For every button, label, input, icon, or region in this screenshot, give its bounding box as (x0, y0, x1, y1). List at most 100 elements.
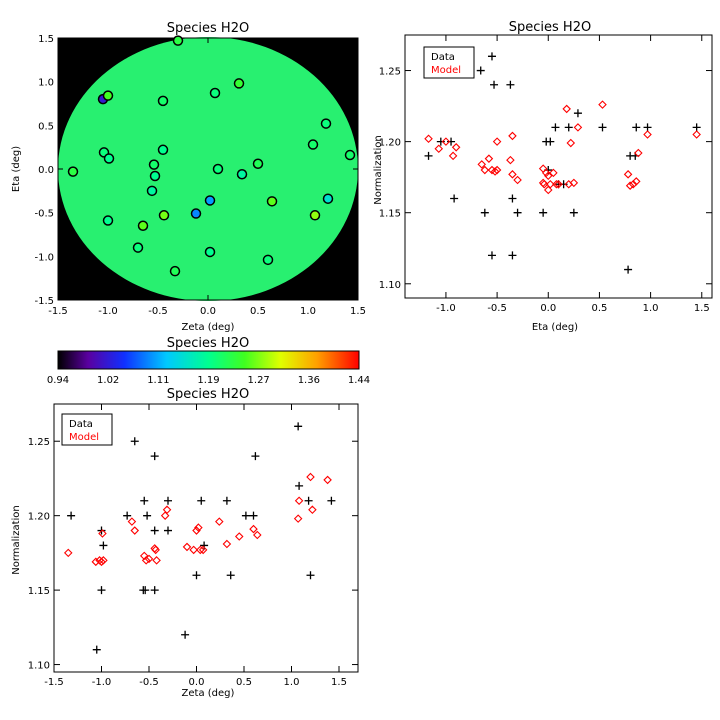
eta-scatter-data-point (569, 208, 578, 217)
eta-scatter-x-tick-label: -1.0 (436, 303, 456, 314)
eta-scatter-x-tick-label: 1.0 (643, 303, 659, 314)
map-point (204, 195, 216, 206)
legend-model-label: Model (69, 432, 99, 443)
zeta-scatter-model-point (141, 556, 151, 565)
zeta-scatter-data-point (92, 645, 101, 654)
map-y-tick-labels: -1.5 -1.0 -0.5 0.0 0.5 1.0 1.5 (34, 34, 54, 307)
zeta-scatter-model-point (99, 556, 108, 565)
zeta-scatter-x-tick-label: -1.5 (44, 677, 64, 688)
eta-scatter-model-point (643, 130, 652, 139)
map-y-tick-label: -1.0 (34, 252, 54, 263)
map-y-tick-label: 0.5 (38, 121, 54, 132)
colorbar-tick-label: 1.02 (97, 375, 119, 386)
eta-scatter-model-point (492, 137, 502, 146)
colorbar-title: Species H2O (167, 336, 249, 351)
zeta-scatter-data-point (164, 526, 172, 535)
eta-scatter-x-axis-label: Eta (deg) (532, 322, 578, 333)
zeta-scatter-data-point (327, 496, 336, 505)
colorbar-gradient (57, 350, 360, 370)
map-point (307, 139, 319, 150)
eta-scatter-model-point (566, 138, 576, 148)
zeta-scatter-x-tick-label: 1.5 (331, 677, 347, 688)
map-point (344, 149, 356, 161)
eta-scatter-model-point (506, 155, 515, 165)
map-point (148, 159, 160, 170)
zeta-scatter-data-point (306, 571, 315, 580)
map-point (157, 144, 169, 156)
eta-scatter-model-point (628, 179, 638, 189)
zeta-scatter-frame (53, 403, 359, 673)
eta-scatter-legend: Data Model (423, 46, 475, 79)
eta-scatter-data-point (508, 251, 517, 260)
map-point (137, 220, 149, 232)
zeta-scatter-panel: Species H2O -1.5 -1.0 -0.5 0.0 0.5 1.0 1.5 1.10… (11, 387, 359, 699)
zeta-scatter-y-tick-label: 1.15 (28, 586, 50, 597)
zeta-scatter-data-point (97, 586, 106, 595)
zeta-scatter-y-tick-label: 1.25 (28, 437, 50, 448)
eta-scatter-data-point (539, 208, 548, 217)
map-point (146, 185, 158, 197)
map-x-tick-labels: -1.5 -1.0 -0.5 0.0 0.5 1.0 1.5 (48, 306, 366, 317)
zeta-scatter-model-point (215, 517, 224, 526)
zeta-scatter-data-point (241, 511, 250, 520)
eta-scatter-data-point (598, 123, 607, 132)
zeta-scatter-model-point (294, 496, 304, 506)
eta-scatter-model-point (562, 104, 571, 114)
eta-scatter-model-point (692, 130, 701, 139)
eta-scatter-model-point (424, 134, 433, 144)
zeta-scatter-x-tick-label: 1.0 (284, 677, 300, 688)
map-x-tick-label: -0.5 (148, 306, 168, 317)
eta-scatter-data-point (551, 123, 560, 132)
zeta-scatter-data-point (123, 511, 132, 520)
zeta-scatter-model-point (196, 545, 205, 555)
eta-scatter-x-tick-label: 0.5 (591, 303, 607, 314)
eta-scatter-model-point (549, 168, 558, 178)
map-point (320, 118, 332, 129)
eta-scatter-x-tick-label: 1.5 (694, 303, 710, 314)
eta-scatter-model-point (552, 179, 561, 189)
zeta-scatter-model-point (253, 530, 262, 540)
zeta-scatter-model-point (162, 505, 172, 514)
zeta-scatter-data-point (226, 571, 235, 580)
map-point (309, 210, 321, 221)
zeta-scatter-x-tick-label: 0.0 (189, 677, 205, 688)
eta-scatter-model-point (598, 100, 607, 109)
eta-scatter-y-tick-label: 1.10 (379, 280, 401, 291)
zeta-scatter-data-point (130, 437, 139, 446)
eta-scatter-y-tick-label: 1.25 (379, 67, 401, 78)
eta-scatter-data-point (573, 109, 582, 118)
zeta-scatter-data-point (304, 496, 313, 505)
map-x-tick-label: 1.0 (300, 306, 316, 317)
eta-scatter-data-point (564, 123, 573, 132)
zeta-scatter-model-point (160, 511, 170, 520)
eta-scatter-data-point (513, 208, 522, 217)
zeta-scatter-model-point (222, 539, 232, 549)
map-point (204, 246, 216, 258)
zeta-scatter-data-point (197, 496, 206, 505)
zeta-scatter-model-point (308, 505, 317, 514)
map-y-tick-label: 0.0 (38, 165, 54, 176)
zeta-scatter-title: Species H2O (167, 387, 249, 402)
zeta-scatter-model-point (152, 556, 161, 565)
eta-scatter-model-point (477, 160, 487, 169)
eta-scatter-title: Species H2O (509, 20, 591, 35)
map-y-tick-label: 1.5 (38, 34, 54, 45)
eta-scatter-data-point (508, 194, 517, 203)
zeta-scatter-model-point (189, 545, 198, 555)
eta-scatter-model-point (448, 151, 458, 161)
map-x-tick-label: 0.5 (250, 306, 266, 317)
zeta-scatter-model-point (63, 548, 73, 558)
zeta-scatter-data-point (99, 541, 108, 550)
zeta-scatter-x-tick-label: 0.5 (236, 677, 252, 688)
map-point (102, 215, 114, 226)
eta-scatter-data-point (450, 194, 459, 203)
zeta-scatter-data-point (249, 511, 258, 520)
eta-scatter-data-point (424, 151, 433, 160)
map-point (190, 208, 202, 219)
legend-box (61, 413, 113, 446)
zeta-scatter-data-point (150, 526, 159, 535)
map-x-tick-label: 1.5 (350, 306, 366, 317)
zeta-scatter-data-point (150, 586, 159, 595)
eta-scatter-data-point (490, 80, 499, 89)
map-point (212, 163, 224, 175)
